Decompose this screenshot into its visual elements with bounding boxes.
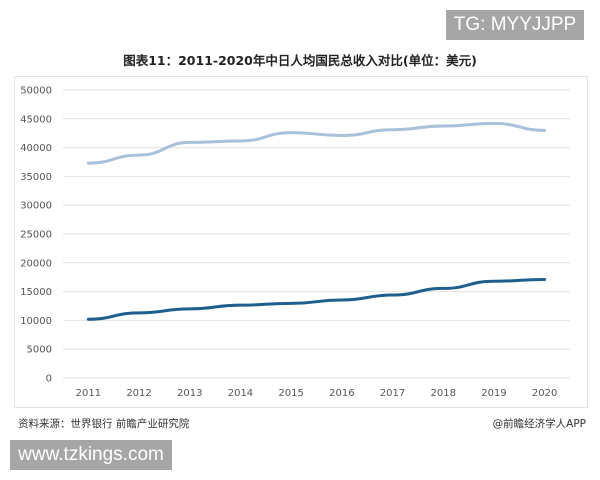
source-note: 资料来源：世界银行 前瞻产业研究院 [18,418,190,430]
chart-frame [14,76,588,408]
x-tick-label: 2019 [481,388,506,399]
x-tick-label: 2018 [431,388,456,399]
x-tick-label: 2015 [278,388,303,399]
y-tick-label: 10000 [20,316,52,327]
x-tick-label: 2013 [177,388,202,399]
chart-title: 图表11：2011-2020年中日人均国民总收入对比(单位：美元) [123,53,477,68]
y-tick-label: 40000 [20,143,52,154]
y-tick-label: 0 [46,374,52,385]
watermark-bottom: www.tzkings.com [10,440,172,470]
watermark-top: TG: MYYJJPP [446,10,584,40]
y-tick-label: 30000 [20,201,52,212]
x-tick-label: 2017 [380,388,405,399]
y-tick-label: 25000 [20,230,52,241]
series-line-2 [86,278,547,321]
x-tick-label: 2014 [228,388,253,399]
series-line-1 [86,121,547,165]
credit-note: @前瞻经济学人APP [492,418,586,430]
x-tick-label: 2011 [76,388,101,399]
y-tick-label: 50000 [20,86,52,97]
y-tick-label: 20000 [20,258,52,269]
x-tick-label: 2016 [329,388,354,399]
y-tick-label: 45000 [20,114,52,125]
y-tick-label: 35000 [20,172,52,183]
x-tick-label: 2020 [532,388,557,399]
y-tick-label: 5000 [27,345,52,356]
y-tick-label: 15000 [20,287,52,298]
x-tick-label: 2012 [126,388,151,399]
